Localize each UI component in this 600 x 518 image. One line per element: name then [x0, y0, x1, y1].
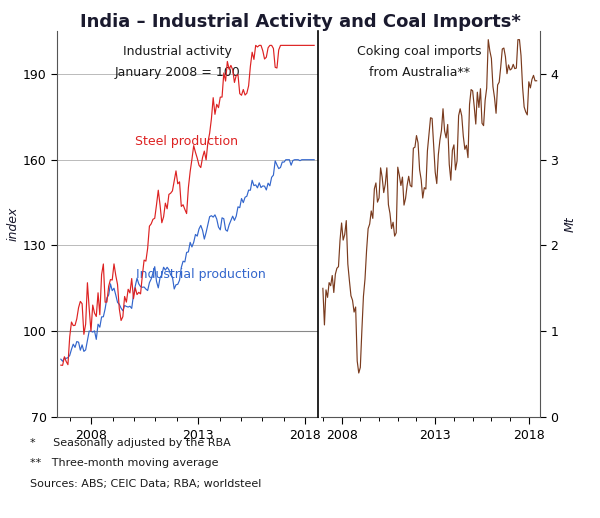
Text: Coking coal imports: Coking coal imports: [358, 45, 482, 57]
Y-axis label: index: index: [7, 207, 20, 241]
Text: Industrial production: Industrial production: [136, 268, 265, 281]
Text: January 2008 = 100: January 2008 = 100: [114, 66, 240, 79]
Text: Sources: ABS; CEIC Data; RBA; worldsteel: Sources: ABS; CEIC Data; RBA; worldsteel: [30, 479, 262, 489]
Y-axis label: Mt: Mt: [564, 216, 577, 232]
Text: Industrial activity: Industrial activity: [122, 45, 232, 57]
Text: Steel production: Steel production: [136, 135, 238, 148]
Text: *     Seasonally adjusted by the RBA: * Seasonally adjusted by the RBA: [30, 438, 231, 448]
Text: from Australia**: from Australia**: [369, 66, 470, 79]
Text: India – Industrial Activity and Coal Imports*: India – Industrial Activity and Coal Imp…: [80, 13, 520, 31]
Text: **   Three-month moving average: ** Three-month moving average: [30, 458, 218, 468]
